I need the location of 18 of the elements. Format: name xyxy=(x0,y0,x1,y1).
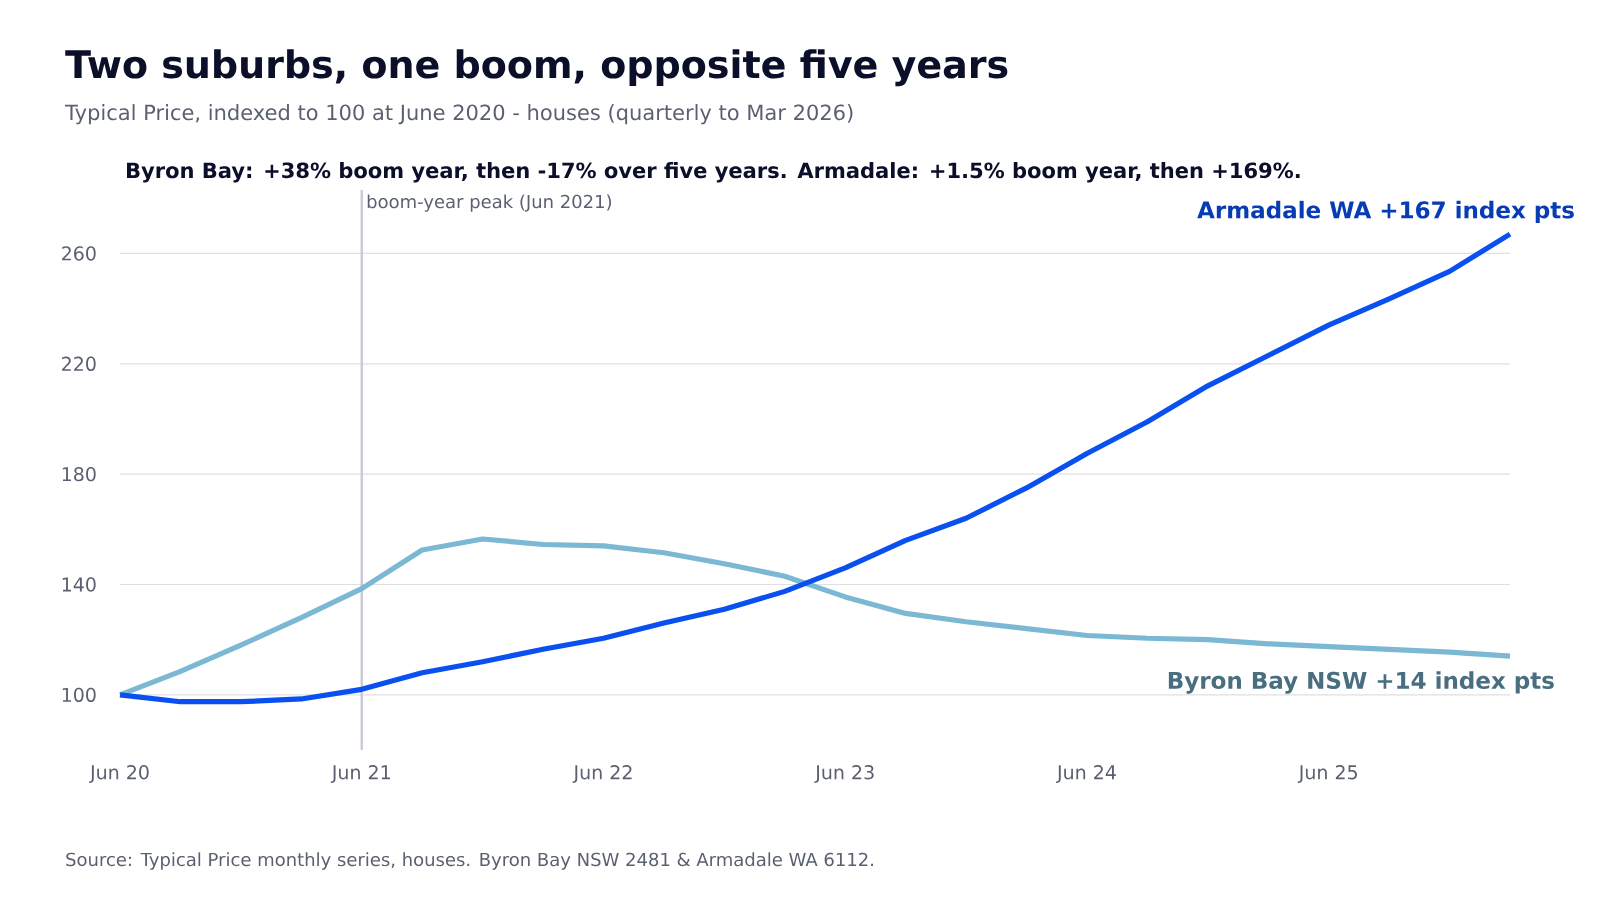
text: Byron Bay: +38% boom year, then -17% over five years. Armadale: +1.5% boom year, then +169%. xyxy=(126,162,1300,183)
source-note: Source: Typical Price monthly series, houses. Byron Bay NSW 2481 & Armadale WA 6112. xyxy=(66,852,873,870)
x-tick-label: Jun 20 xyxy=(89,765,149,783)
y-tick-label: 100 xyxy=(62,687,96,703)
ref-line-label: boom-year peak (Jun 2021) xyxy=(367,194,612,212)
y-tick-label: 220 xyxy=(62,356,96,371)
x-tick-label: Jun 25 xyxy=(1297,765,1357,783)
x-tick-label: Jun 24 xyxy=(1056,765,1116,783)
chart-subtitle: Typical Price, indexed to 100 at June 2020 - houses (quarterly to Mar 2026) xyxy=(65,104,853,125)
y-tick-label: 180 xyxy=(62,466,96,482)
y-tick-label: 260 xyxy=(62,246,96,261)
y-tick-label: 140 xyxy=(62,577,96,592)
x-tick-label: Jun 23 xyxy=(814,765,874,783)
text: Armadale WA +167 index pts xyxy=(1197,200,1574,224)
series-label: Byron Bay NSW +14 index pts xyxy=(1168,671,1554,694)
x-tick-label: Jun 22 xyxy=(572,765,632,783)
x-tick-label: Jun 21 xyxy=(330,765,390,783)
chart-title: Two suburbs, one boom, opposite five years xyxy=(65,49,1008,87)
